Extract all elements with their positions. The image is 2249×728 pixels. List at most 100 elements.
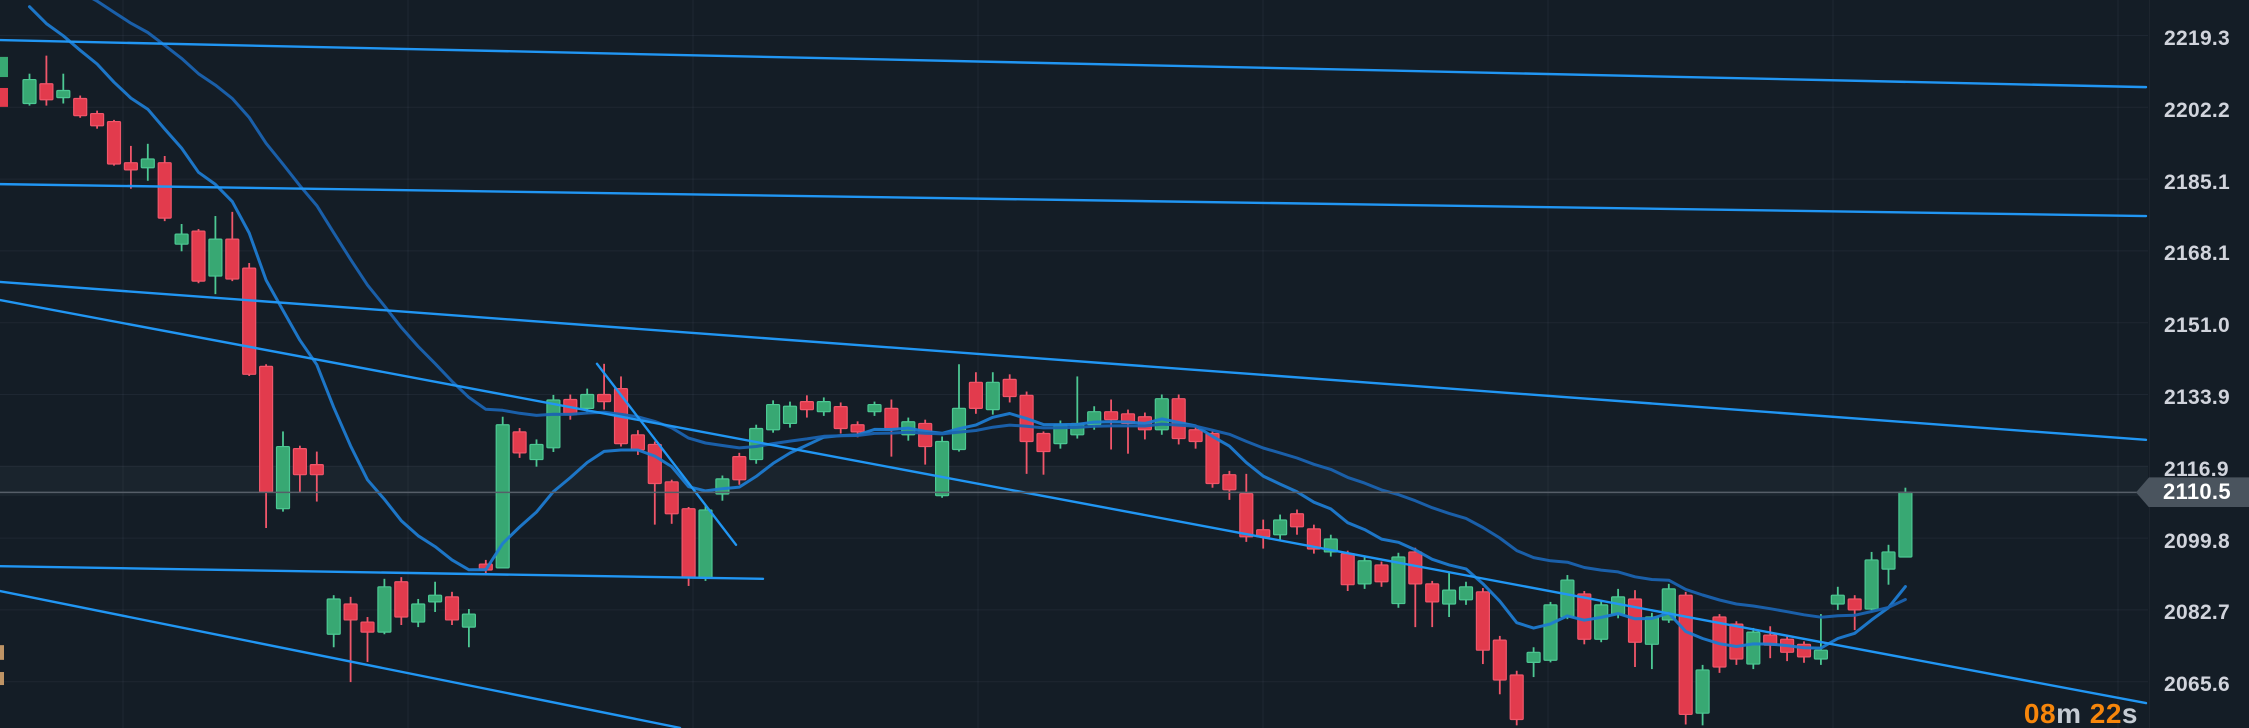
candle[interactable] xyxy=(56,89,71,99)
candle[interactable] xyxy=(1374,564,1389,583)
candle[interactable] xyxy=(630,434,646,451)
candle[interactable] xyxy=(157,162,172,219)
candle[interactable] xyxy=(1509,674,1524,721)
candle[interactable] xyxy=(1746,631,1761,665)
candle[interactable] xyxy=(73,97,88,117)
candle[interactable] xyxy=(343,603,358,621)
candle[interactable] xyxy=(1644,616,1660,645)
candle[interactable] xyxy=(360,621,375,633)
trendline-support-flat[interactable] xyxy=(0,565,765,581)
candle[interactable] xyxy=(580,393,595,409)
candle[interactable] xyxy=(968,381,984,409)
candle[interactable] xyxy=(732,456,747,481)
candle[interactable] xyxy=(1391,556,1406,605)
candle[interactable] xyxy=(22,78,37,105)
candle[interactable] xyxy=(1526,651,1541,663)
candle[interactable] xyxy=(1864,559,1879,610)
candle[interactable] xyxy=(596,393,612,403)
candle[interactable] xyxy=(123,162,139,171)
candle[interactable] xyxy=(1492,639,1507,681)
candle[interactable] xyxy=(495,424,510,569)
candle[interactable] xyxy=(1306,528,1322,550)
trendline-upper-channel-2[interactable] xyxy=(0,182,2148,218)
candle[interactable] xyxy=(546,399,561,449)
candle[interactable] xyxy=(816,401,831,413)
candle[interactable] xyxy=(174,233,189,245)
candle[interactable] xyxy=(1813,649,1829,660)
candle[interactable] xyxy=(529,443,544,461)
candle[interactable] xyxy=(1475,591,1491,651)
candle[interactable] xyxy=(1222,474,1237,491)
candle[interactable] xyxy=(1239,492,1254,538)
candle[interactable] xyxy=(1577,593,1592,640)
candle[interactable] xyxy=(799,401,815,411)
candle[interactable] xyxy=(208,238,223,277)
candle[interactable] xyxy=(1425,583,1440,603)
candle[interactable] xyxy=(1441,589,1457,605)
candle[interactable] xyxy=(377,586,392,633)
candle[interactable] xyxy=(1188,429,1203,443)
candle[interactable] xyxy=(140,158,155,169)
candle[interactable] xyxy=(275,445,291,510)
candle[interactable] xyxy=(934,440,950,497)
candle[interactable] xyxy=(1678,594,1693,716)
candle[interactable] xyxy=(411,603,426,623)
candle[interactable] xyxy=(461,613,476,628)
trendline-steep-short[interactable] xyxy=(595,362,738,547)
candle[interactable] xyxy=(782,405,798,425)
candle[interactable] xyxy=(985,381,1000,411)
candle[interactable] xyxy=(698,509,713,579)
candle[interactable] xyxy=(1729,623,1744,660)
candle[interactable] xyxy=(1154,398,1169,431)
candle[interactable] xyxy=(1881,551,1896,570)
candle[interactable] xyxy=(428,594,443,603)
candle[interactable] xyxy=(1171,398,1186,440)
candle[interactable] xyxy=(1272,519,1288,536)
candle[interactable] xyxy=(1830,594,1845,605)
trendline-mid-channel[interactable] xyxy=(0,280,2148,442)
trendline-bottom-left[interactable] xyxy=(0,589,682,728)
candle[interactable] xyxy=(1289,513,1305,528)
candle[interactable] xyxy=(833,406,848,430)
candle[interactable] xyxy=(512,431,527,454)
candle[interactable] xyxy=(1357,560,1372,585)
candle[interactable] xyxy=(1627,598,1643,643)
candle[interactable] xyxy=(1205,432,1220,485)
candle[interactable] xyxy=(850,424,865,433)
countdown-seconds-unit: s xyxy=(2121,698,2138,728)
candle[interactable] xyxy=(1543,604,1558,661)
candle[interactable] xyxy=(681,508,696,578)
candle[interactable] xyxy=(1695,669,1710,714)
candle-countdown-timer: 08m 22s xyxy=(2024,698,2138,728)
candle[interactable] xyxy=(39,83,54,101)
candle[interactable] xyxy=(664,481,679,515)
candle[interactable] xyxy=(1847,598,1862,611)
candle[interactable] xyxy=(884,407,899,431)
candle[interactable] xyxy=(106,120,122,165)
candle[interactable] xyxy=(191,230,206,282)
candle[interactable] xyxy=(1458,586,1474,601)
candle[interactable] xyxy=(1560,579,1575,618)
candle[interactable] xyxy=(1898,491,1913,558)
trendline-lower-channel[interactable] xyxy=(0,298,2148,705)
candle[interactable] xyxy=(867,403,882,413)
candle[interactable] xyxy=(1002,378,1017,398)
candle[interactable] xyxy=(89,112,105,127)
candle[interactable] xyxy=(225,238,240,280)
candle[interactable] xyxy=(1036,432,1051,453)
candle[interactable] xyxy=(1103,411,1119,421)
candle[interactable] xyxy=(918,422,933,448)
trendline-upper-channel-1[interactable] xyxy=(0,38,2148,89)
candle[interactable] xyxy=(259,365,274,493)
candle[interactable] xyxy=(309,464,324,476)
candle[interactable] xyxy=(1594,604,1609,640)
candle[interactable] xyxy=(1340,553,1355,586)
candle[interactable] xyxy=(765,403,781,431)
candle[interactable] xyxy=(326,598,341,635)
candle[interactable] xyxy=(647,443,662,485)
candle[interactable] xyxy=(292,448,307,476)
candle[interactable] xyxy=(394,581,409,618)
candle[interactable] xyxy=(444,596,460,621)
candle[interactable] xyxy=(242,267,257,375)
